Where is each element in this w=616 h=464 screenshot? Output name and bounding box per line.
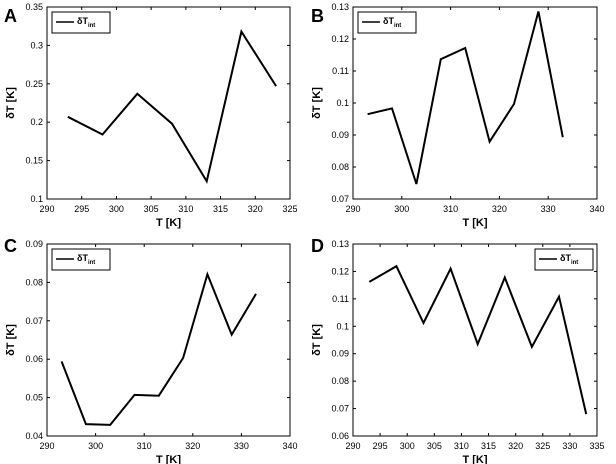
x-tick-label: 300 xyxy=(400,441,415,451)
legend-box xyxy=(534,248,594,271)
x-axis-label: T [K] xyxy=(462,217,487,229)
panel-letter: B xyxy=(311,6,324,26)
x-tick-label: 295 xyxy=(373,441,388,451)
x-tick-label: 340 xyxy=(282,441,297,451)
x-tick-label: 290 xyxy=(345,204,360,214)
y-tick-label: 0.07 xyxy=(331,404,349,414)
legend: δTint xyxy=(357,11,417,34)
x-tick-label: 295 xyxy=(74,204,89,214)
x-tick-label: 335 xyxy=(589,441,604,451)
x-tick-label: 330 xyxy=(234,441,249,451)
x-axis-label: T [K] xyxy=(462,454,487,464)
x-axis-label: T [K] xyxy=(156,454,181,464)
y-tick-label: 0.07 xyxy=(25,316,43,326)
legend-box xyxy=(51,248,111,271)
x-tick-label: 330 xyxy=(541,204,556,214)
y-axis-label: δT [K] xyxy=(5,87,17,119)
x-tick-label: 310 xyxy=(137,441,152,451)
x-axis-label: T [K] xyxy=(156,217,181,229)
y-tick-label: 0.11 xyxy=(332,294,349,304)
x-tick-label: 330 xyxy=(562,441,577,451)
x-tick-label: 320 xyxy=(185,441,200,451)
x-tick-label: 315 xyxy=(213,204,228,214)
plot-frame xyxy=(352,243,598,437)
legend: δTint xyxy=(51,11,111,34)
y-tick-label: 0.25 xyxy=(25,79,43,89)
legend: δTint xyxy=(534,248,594,271)
legend-box xyxy=(51,11,111,34)
y-axis-label: δT [K] xyxy=(5,324,17,356)
plot-frame xyxy=(46,6,291,200)
y-tick-label: 0.11 xyxy=(332,66,349,76)
y-tick-label: 0.3 xyxy=(30,40,43,50)
y-tick-label: 0.09 xyxy=(331,130,349,140)
x-tick-label: 300 xyxy=(394,204,409,214)
y-tick-label: 0.15 xyxy=(25,156,43,166)
y-tick-label: 0.08 xyxy=(25,277,43,287)
x-tick-label: 315 xyxy=(481,441,496,451)
x-tick-label: 320 xyxy=(492,204,507,214)
legend-box xyxy=(357,11,417,34)
y-tick-label: 0.12 xyxy=(331,34,349,44)
y-tick-label: 0.1 xyxy=(336,321,349,331)
y-tick-label: 0.08 xyxy=(331,162,349,172)
x-tick-label: 320 xyxy=(248,204,263,214)
y-tick-label: 0.2 xyxy=(30,117,43,127)
panel-a: A 290 295 300 305 310 315 320 325 0.1 0.15 0.2 0.25 0… xyxy=(4,2,298,229)
y-tick-label: 0.08 xyxy=(331,376,349,386)
panel-letter: C xyxy=(4,236,17,256)
y-axis-label: δT [K] xyxy=(311,324,323,356)
plot-frame xyxy=(46,243,291,437)
series-line xyxy=(67,29,277,184)
y-tick-label: 0.35 xyxy=(25,2,43,12)
x-tick-label: 310 xyxy=(178,204,193,214)
legend-label: δTint xyxy=(383,16,401,29)
y-tick-label: 0.05 xyxy=(25,393,43,403)
y-tick-label: 0.06 xyxy=(25,354,43,364)
legend-label: δTint xyxy=(77,16,95,29)
x-tick-label: 340 xyxy=(589,204,604,214)
legend: δTint xyxy=(51,248,111,271)
legend-label: δTint xyxy=(77,253,95,266)
y-tick-label: 0.07 xyxy=(331,194,349,204)
y-tick-label: 0.09 xyxy=(25,239,43,249)
series-line xyxy=(368,264,588,415)
series-line xyxy=(367,11,564,185)
y-tick-label: 0.13 xyxy=(331,2,349,12)
y-tick-label: 0.12 xyxy=(331,266,349,276)
y-tick-label: 0.06 xyxy=(331,431,349,441)
x-tick-label: 305 xyxy=(144,204,159,214)
x-tick-label: 310 xyxy=(443,204,458,214)
x-tick-label: 300 xyxy=(109,204,124,214)
x-tick-label: 320 xyxy=(508,441,523,451)
y-axis-label: δT [K] xyxy=(311,87,323,119)
x-tick-label: 290 xyxy=(39,441,54,451)
x-tick-label: 290 xyxy=(39,204,54,214)
panel-c: C 290 300 310 320 330 340 0.04 0.05 0.06 0.07 0.08 0… xyxy=(4,236,298,464)
plot-frame xyxy=(352,6,598,200)
panel-letter: A xyxy=(4,6,17,26)
x-tick-label: 310 xyxy=(454,441,469,451)
panel-letter: D xyxy=(311,236,324,256)
x-tick-label: 325 xyxy=(535,441,550,451)
x-tick-label: 290 xyxy=(345,441,360,451)
y-tick-label: 0.1 xyxy=(336,98,349,108)
y-tick-label: 0.1 xyxy=(30,194,43,204)
y-tick-label: 0.04 xyxy=(25,431,43,441)
x-tick-label: 325 xyxy=(282,204,297,214)
series-line xyxy=(60,271,257,426)
x-tick-label: 305 xyxy=(427,441,442,451)
x-tick-label: 300 xyxy=(88,441,103,451)
panel-d: D 290 295 300 305 310 315 320 325 330 335 0.06 0.07 0… xyxy=(311,236,605,464)
legend-label: δTint xyxy=(560,253,578,266)
y-tick-label: 0.09 xyxy=(331,349,349,359)
panel-b: B 290 300 310 320 330 340 0.07 0.08 0.09 0.1 0.11 0.… xyxy=(311,2,605,229)
y-tick-label: 0.13 xyxy=(331,239,349,249)
